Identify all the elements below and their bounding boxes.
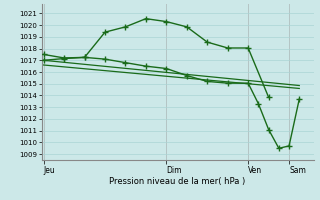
- X-axis label: Pression niveau de la mer( hPa ): Pression niveau de la mer( hPa ): [109, 177, 246, 186]
